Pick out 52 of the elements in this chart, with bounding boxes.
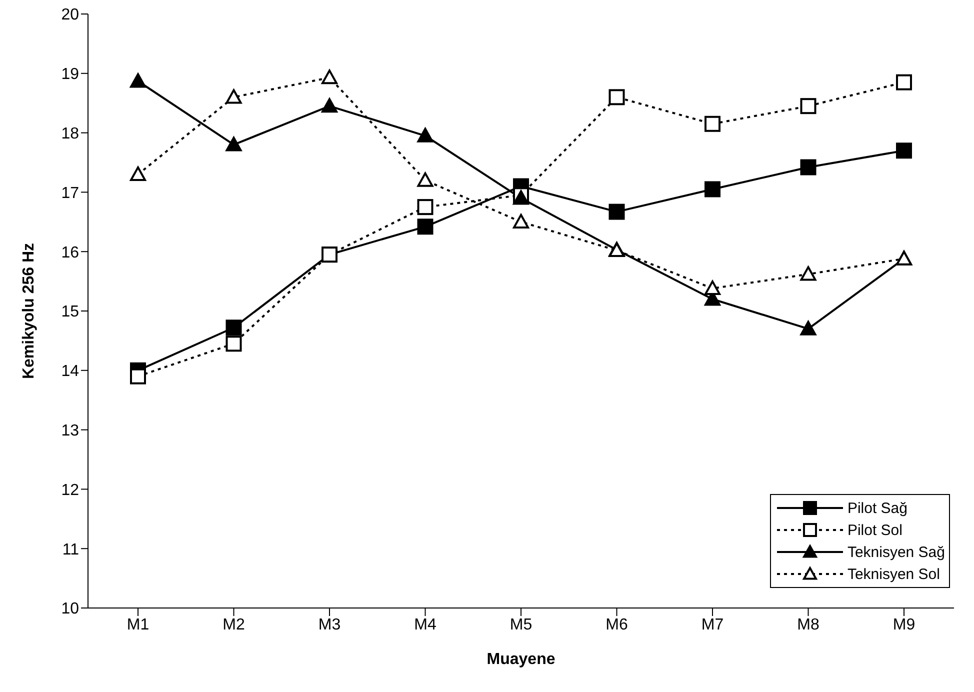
y-axis-title: Kemikyolu 256 Hz — [20, 242, 38, 380]
y-tick-label: 10 — [61, 600, 80, 618]
point — [130, 166, 146, 181]
point — [704, 181, 720, 198]
x-tick-label: M6 — [606, 616, 628, 634]
point — [226, 320, 242, 336]
y-tick-label: 17 — [61, 184, 80, 202]
point — [226, 136, 242, 152]
point — [608, 204, 625, 220]
point — [417, 128, 434, 142]
point — [130, 368, 146, 384]
x-tick-label: M7 — [701, 616, 724, 634]
x-tick-label: M5 — [510, 616, 532, 634]
point — [800, 320, 816, 336]
x-tick-label: M2 — [222, 616, 245, 634]
point — [417, 172, 434, 187]
y-tick-label: 15 — [61, 304, 80, 321]
point — [704, 116, 720, 132]
point — [608, 89, 625, 106]
point — [896, 74, 912, 90]
x-axis-title: Muayene — [486, 651, 556, 668]
x-tick-label: M4 — [414, 616, 436, 634]
legend-label: Pilot Sol — [847, 522, 902, 538]
point — [513, 190, 529, 205]
y-tick-label: 13 — [61, 422, 80, 440]
point — [322, 70, 338, 84]
y-tick-label: 19 — [61, 66, 80, 84]
point — [322, 98, 338, 113]
point — [800, 266, 816, 281]
legend-label: Teknisyen Sol — [847, 566, 940, 582]
point — [226, 89, 242, 104]
point — [226, 336, 242, 352]
y-tick-label: 14 — [61, 363, 80, 380]
point — [417, 199, 434, 216]
point — [896, 142, 912, 159]
x-tick-label: M8 — [797, 616, 820, 634]
x-tick-label: M9 — [892, 616, 916, 634]
point — [800, 159, 816, 176]
point — [704, 280, 720, 296]
y-tick-label: 16 — [61, 244, 80, 262]
y-tick-label: 18 — [61, 125, 80, 142]
x-tick-label: M3 — [318, 616, 341, 634]
point — [800, 98, 816, 114]
y-tick-label: 11 — [62, 541, 80, 558]
legend-label: Teknisyen Sağ — [847, 544, 945, 560]
y-tick-label: 12 — [61, 482, 80, 499]
x-tick-label: M1 — [126, 616, 150, 634]
legend-label: Pilot Sağ — [847, 500, 908, 516]
point — [513, 214, 529, 228]
y-tick-label: 20 — [61, 6, 80, 24]
point — [130, 73, 146, 88]
point — [417, 218, 434, 235]
